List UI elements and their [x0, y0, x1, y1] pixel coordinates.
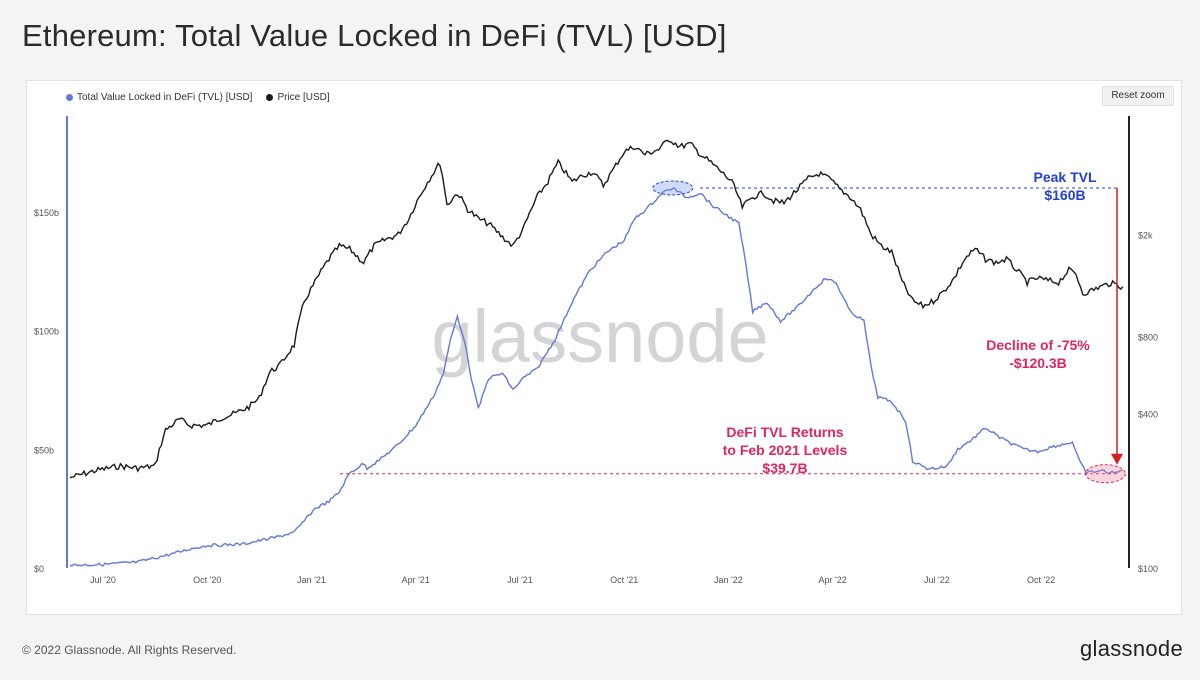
legend-price-label: Price [USD]	[277, 92, 330, 103]
x-tick-label: Jan '21	[297, 575, 326, 585]
annotation-decline: Decline of -75% -$120.3B	[968, 336, 1108, 372]
current-highlight-ellipse	[1084, 464, 1126, 484]
chart-legend: Total Value Locked in DeFi (TVL) [USD] P…	[66, 92, 330, 103]
y-left-tick-label: $50b	[34, 445, 54, 455]
page-title: Ethereum: Total Value Locked in DeFi (TV…	[22, 18, 727, 53]
annotation-return-line-1: DeFi TVL Returns	[726, 424, 844, 440]
x-tick-label: Jul '20	[90, 575, 116, 585]
x-tick-label: Oct '22	[1027, 575, 1055, 585]
annotation-decline-line-2: -$120.3B	[1009, 355, 1067, 371]
annotation-peak-line-2: $160B	[1044, 187, 1086, 203]
decline-arrow-head-icon	[1111, 453, 1123, 465]
y-left-tick-label: $150b	[34, 208, 59, 218]
annotation-return-line-3: $39.7B	[762, 460, 808, 476]
x-tick-label: Apr '22	[819, 575, 847, 585]
legend-tvl-dot-icon	[66, 94, 73, 101]
annotation-peak-tvl: Peak TVL $160B	[990, 168, 1140, 204]
annotation-decline-line-1: Decline of -75%	[986, 337, 1090, 353]
x-tick-label: Apr '21	[402, 575, 430, 585]
x-tick-label: Jul '21	[507, 575, 533, 585]
legend-item-tvl[interactable]: Total Value Locked in DeFi (TVL) [USD]	[66, 92, 252, 103]
legend-price-dot-icon	[266, 94, 274, 101]
glassnode-logo: glassnode	[1080, 636, 1183, 661]
y-right-tick-label: $100	[1138, 564, 1158, 574]
annotation-return: DeFi TVL Returns to Feb 2021 Levels $39.…	[700, 423, 870, 477]
x-tick-label: Oct '20	[193, 575, 221, 585]
x-tick-label: Jan '22	[714, 575, 743, 585]
peak-highlight-ellipse	[652, 180, 694, 196]
annotation-return-line-2: to Feb 2021 Levels	[722, 442, 848, 458]
y-right-tick-label: $400	[1138, 410, 1158, 420]
y-left-tick-label: $100b	[34, 327, 59, 337]
y-left-tick-label: $0	[34, 564, 44, 574]
chart-panel	[26, 80, 1182, 615]
x-tick-label: Jul '22	[924, 575, 950, 585]
x-tick-label: Oct '21	[610, 575, 638, 585]
watermark: glassnode	[431, 295, 768, 378]
annotation-peak-line-1: Peak TVL	[1033, 169, 1097, 185]
y-right-tick-label: $800	[1138, 332, 1158, 342]
reset-zoom-button[interactable]: Reset zoom	[1102, 86, 1174, 106]
tvl-series-line	[69, 187, 1123, 567]
y-right-tick-label: $2k	[1138, 230, 1153, 240]
price-series-line	[69, 139, 1124, 479]
footer-copyright: © 2022 Glassnode. All Rights Reserved.	[22, 643, 237, 657]
legend-item-price[interactable]: Price [USD]	[266, 92, 330, 103]
legend-tvl-label: Total Value Locked in DeFi (TVL) [USD]	[77, 92, 253, 103]
